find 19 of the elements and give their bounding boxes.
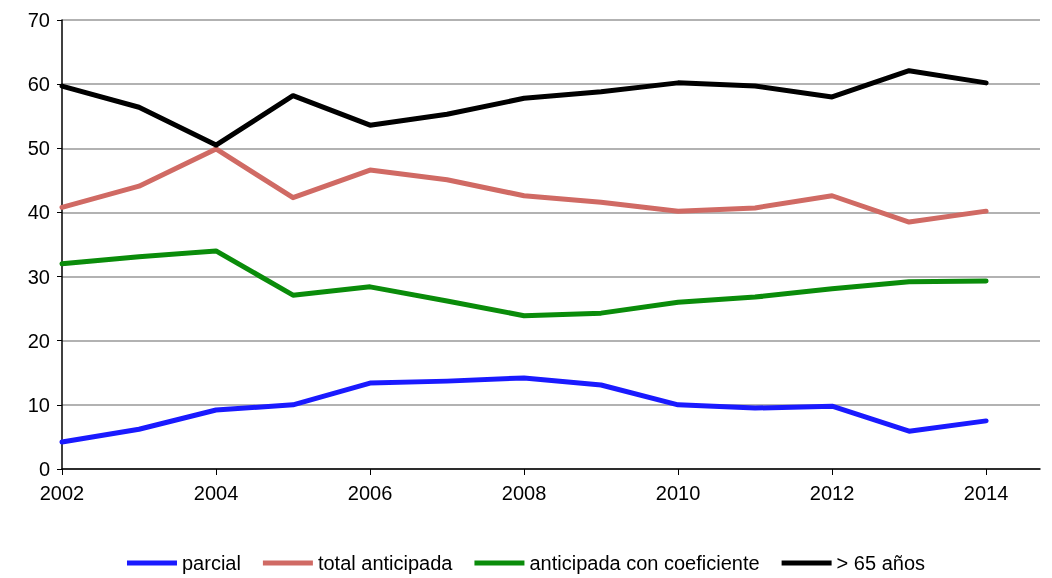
x-tick-label: 2006 (347, 482, 393, 504)
y-tick-label: 70 (27, 9, 50, 31)
y-tick-label: 40 (27, 201, 50, 224)
x-tick-label: 2014 (963, 482, 1009, 504)
legend-label: anticipada con coeficiente (529, 552, 760, 574)
y-tick-label: 0 (38, 458, 50, 480)
y-tick-label: 30 (27, 265, 50, 288)
x-tick-label: 2012 (809, 482, 855, 504)
legend-label: total anticipada (317, 552, 454, 574)
y-tick-label: 20 (27, 329, 50, 352)
y-tick-label: 50 (27, 137, 50, 160)
x-tick-label: 2008 (501, 482, 547, 504)
legend-label: > 65 años (836, 552, 926, 574)
y-tick-label: 60 (27, 73, 50, 96)
y-tick-label: 10 (27, 393, 50, 416)
x-tick-label: 2010 (655, 482, 701, 504)
legend-label: parcial (181, 552, 241, 574)
x-tick-label: 2004 (193, 482, 239, 504)
x-tick-label: 2002 (39, 482, 85, 504)
